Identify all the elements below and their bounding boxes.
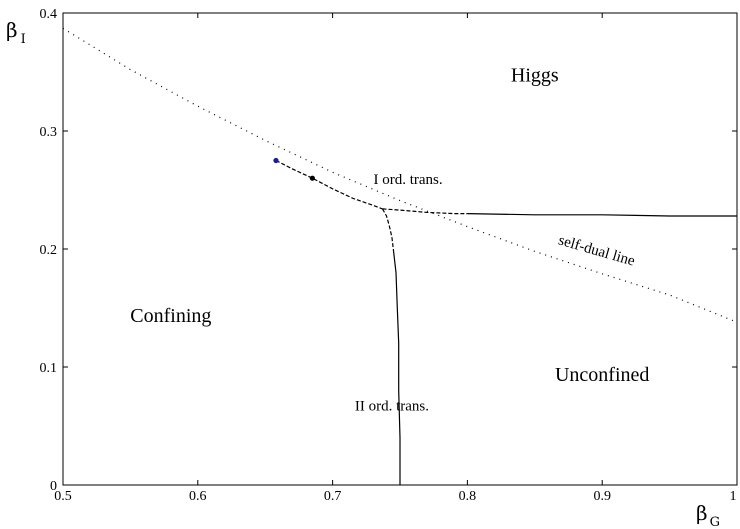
annotation-unconfined: Unconfined [555, 364, 649, 386]
y-tick-label: 0 [50, 479, 57, 494]
y-tick-label: 0.4 [40, 7, 58, 22]
y-tick-label: 0.1 [40, 361, 58, 376]
y-tick-label: 0.2 [40, 243, 58, 258]
annotation-ii-ord-trans-: II ord. trans. [355, 399, 429, 415]
series-line-lower-dashed-branch [381, 208, 394, 250]
annotations-layer: Higgs Confining Unconfined I ord. trans. II … [130, 64, 649, 414]
points-layer [273, 157, 315, 181]
series-line-self-dual-line [62, 27, 738, 323]
series-line-upper-solid-branch [467, 213, 737, 217]
annotation-confining: Confining [130, 305, 211, 327]
y-tick-label: 0.3 [40, 125, 58, 140]
x-tick-label: 0.7 [324, 489, 342, 504]
endpoint-marker [273, 157, 279, 164]
series-layer [62, 27, 738, 485]
series-line-upper-dashed-branch [382, 208, 468, 215]
x-tick-label: 0.8 [459, 489, 477, 504]
endpoint-marker [309, 175, 315, 181]
annotation-higgs: Higgs [511, 64, 559, 86]
x-tick-label: 1 [730, 489, 737, 504]
series-line-ii-ord-trans- [392, 248, 401, 485]
x-tick-label: 0.6 [189, 489, 207, 504]
annotation-self-dual-line: self-dual line [557, 233, 637, 270]
axis-ticks: 0.5 0.6 0.7 0.8 0.9 1 0 0.1 0.2 0.3 0.4 [40, 7, 738, 504]
annotation-i-ord-trans-: I ord. trans. [374, 172, 443, 188]
series-line-i-ord-trans- [275, 159, 383, 210]
x-tick-label: 0.9 [593, 489, 611, 504]
x-tick-label: 0.5 [54, 489, 72, 504]
